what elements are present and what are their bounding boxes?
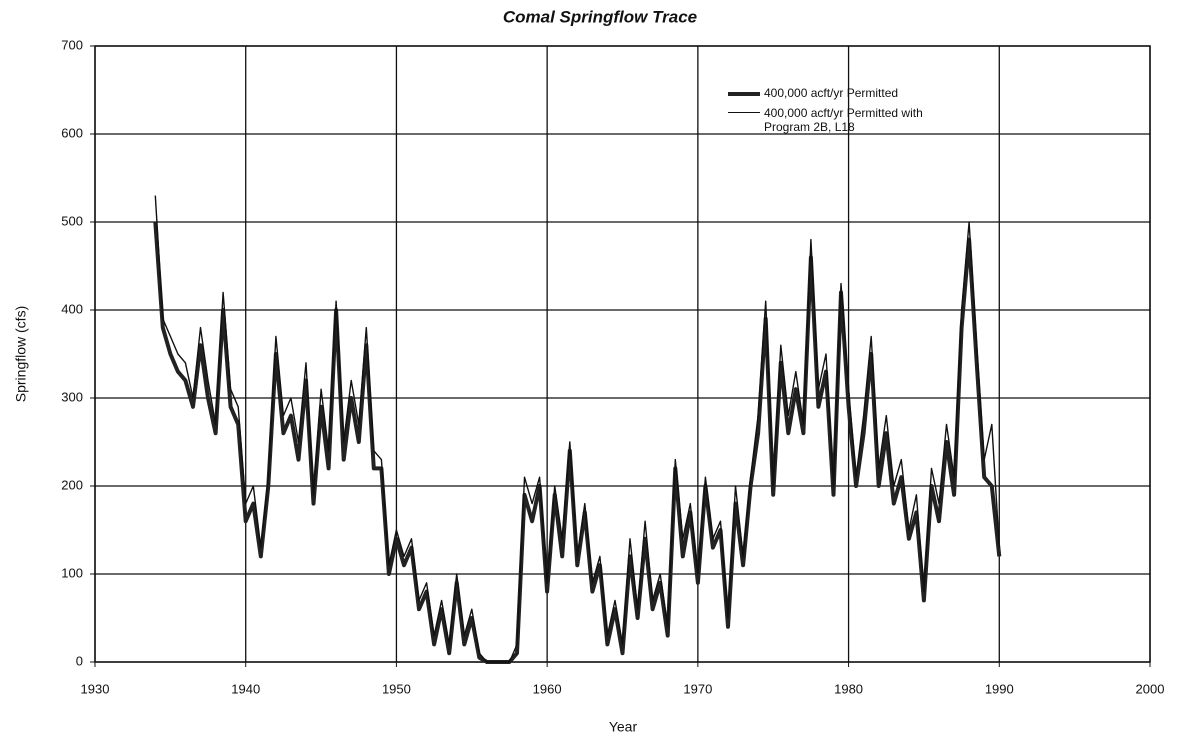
y-tick-label: 700 [61,37,83,52]
y-tick-label: 600 [61,125,83,140]
y-tick-label: 100 [61,565,83,580]
y-tick-label: 400 [61,301,83,316]
y-tick-label: 200 [61,477,83,492]
y-tick-label: 0 [76,653,83,668]
chart-title: Comal Springflow Trace [503,7,697,26]
x-tick-label: 1930 [81,681,110,696]
plot-area [94,45,1151,663]
x-axis-label: Year [609,719,638,735]
y-tick-label: 300 [61,389,83,404]
legend-label: 400,000 acft/yr Permitted [764,86,899,100]
x-tick-label: 1960 [533,681,562,696]
series-line [153,221,1002,664]
legend-item: 400,000 acft/yr Permitted with Program 2… [728,106,988,134]
legend: 400,000 acft/yr Permitted 400,000 acft/yr… [728,86,988,140]
x-tick-label: 2000 [1136,681,1165,696]
legend-label: 400,000 acft/yr Permitted with Program 2… [764,106,923,134]
legend-swatch [728,92,760,96]
x-tick-label: 1970 [683,681,712,696]
x-tick-label: 1980 [834,681,863,696]
y-tick-label: 500 [61,213,83,228]
x-tick-label: 1990 [985,681,1014,696]
series-line [154,195,1000,663]
x-tick-label: 1940 [231,681,260,696]
legend-item: 400,000 acft/yr Permitted [728,86,988,100]
legend-swatch [728,112,760,113]
x-tick-label: 1950 [382,681,411,696]
y-axis-label: Springflow (cfs) [13,306,29,402]
